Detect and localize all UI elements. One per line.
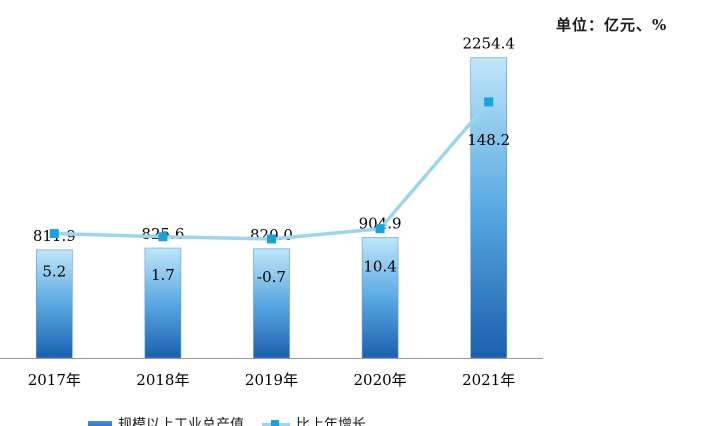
- legend: 规模以上工业总产值 比上年增长: [88, 414, 366, 426]
- x-tick-label: 2019年: [245, 371, 298, 389]
- unit-label: 单位：亿元、%: [556, 16, 668, 34]
- x-tick-label: 2017年: [28, 371, 81, 389]
- line-marker: [49, 229, 59, 239]
- bar-value-label: 2254.4: [462, 35, 515, 53]
- legend-bar-swatch: [88, 421, 112, 426]
- bar-value-label: 904.9: [359, 214, 402, 232]
- bar: [470, 57, 508, 359]
- line-value-label: -0.7: [257, 268, 286, 286]
- x-tick-label: 2018年: [136, 371, 189, 389]
- bar: [253, 248, 290, 359]
- line-marker: [267, 234, 276, 244]
- line-value-label: 10.4: [363, 258, 396, 276]
- legend-bar-label: 规模以上工业总产值: [118, 417, 244, 426]
- bar: [144, 247, 182, 359]
- x-tick-label: 2020年: [354, 371, 407, 389]
- bar: [35, 249, 73, 359]
- bar: [361, 237, 399, 359]
- growth-line: [54, 100, 491, 241]
- legend-line-label: 比上年增长: [296, 417, 366, 426]
- line-marker: [375, 224, 385, 234]
- line-value-label: 5.2: [42, 263, 66, 281]
- line-marker: [158, 232, 168, 242]
- line-value-label: 148.2: [467, 131, 510, 149]
- line-marker: [484, 97, 494, 107]
- legend-item-bar: 规模以上工业总产值: [88, 414, 244, 426]
- line-value-label: 1.7: [151, 266, 175, 284]
- legend-item-line: 比上年增长: [262, 414, 366, 426]
- x-tick-label: 2021年: [462, 371, 515, 389]
